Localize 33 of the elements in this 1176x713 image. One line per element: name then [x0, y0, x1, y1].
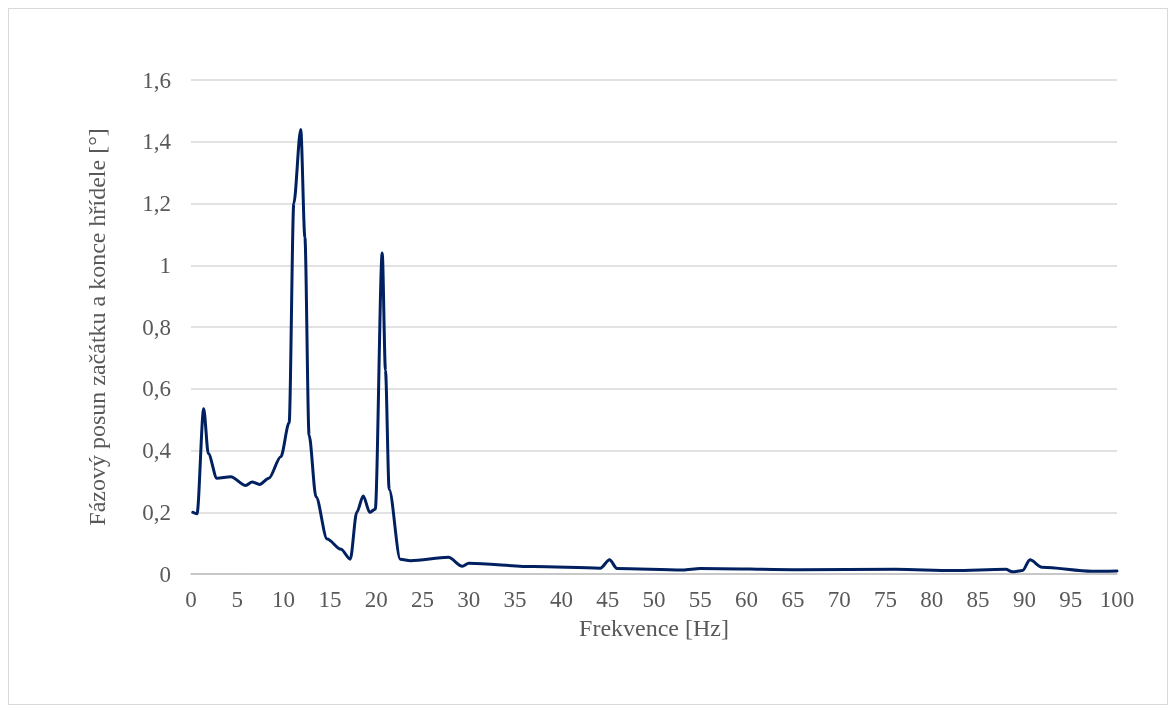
x-tick-label: 30 — [457, 587, 481, 612]
x-tick-label: 50 — [642, 587, 666, 612]
x-tick-label: 10 — [272, 587, 296, 612]
x-tick-label: 80 — [920, 587, 944, 612]
x-tick-label: 25 — [411, 587, 434, 612]
y-tick-label: 1,6 — [142, 67, 171, 93]
y-tick-label: 0,6 — [142, 376, 171, 402]
x-tick-label: 100 — [1099, 587, 1135, 612]
y-tick-label: 0 — [159, 561, 171, 587]
x-tick-label: 35 — [503, 587, 527, 612]
x-tick-label: 95 — [1059, 587, 1083, 612]
y-tick-label: 1 — [159, 252, 171, 278]
x-axis-title: Frekvence [Hz] — [579, 615, 729, 641]
x-tick-label: 85 — [966, 587, 990, 612]
x-tick-label: 60 — [735, 587, 759, 612]
y-axis-title: Fázový posun začátku a konce hřídele [°] — [84, 128, 110, 526]
y-tick-label: 0,4 — [142, 438, 172, 463]
y-tick-label: 1,4 — [142, 129, 172, 155]
y-tick-label: 0,8 — [142, 314, 171, 340]
x-tick-label: 65 — [781, 587, 805, 612]
y-tick-label: 1,2 — [142, 191, 171, 216]
x-tick-label: 5 — [231, 587, 244, 612]
x-tick-label: 75 — [874, 587, 897, 612]
x-tick-label: 90 — [1012, 587, 1036, 612]
x-tick-label: 20 — [364, 587, 388, 612]
x-tick-label: 0 — [185, 587, 197, 612]
x-tick-label: 70 — [827, 587, 851, 612]
y-tick-label: 0,2 — [142, 499, 171, 525]
line-series — [191, 127, 1119, 574]
x-tick-label: 15 — [318, 587, 342, 612]
x-tick-label: 55 — [688, 587, 712, 612]
x-tick-label: 40 — [549, 587, 573, 612]
x-tick-label: 45 — [596, 587, 620, 612]
